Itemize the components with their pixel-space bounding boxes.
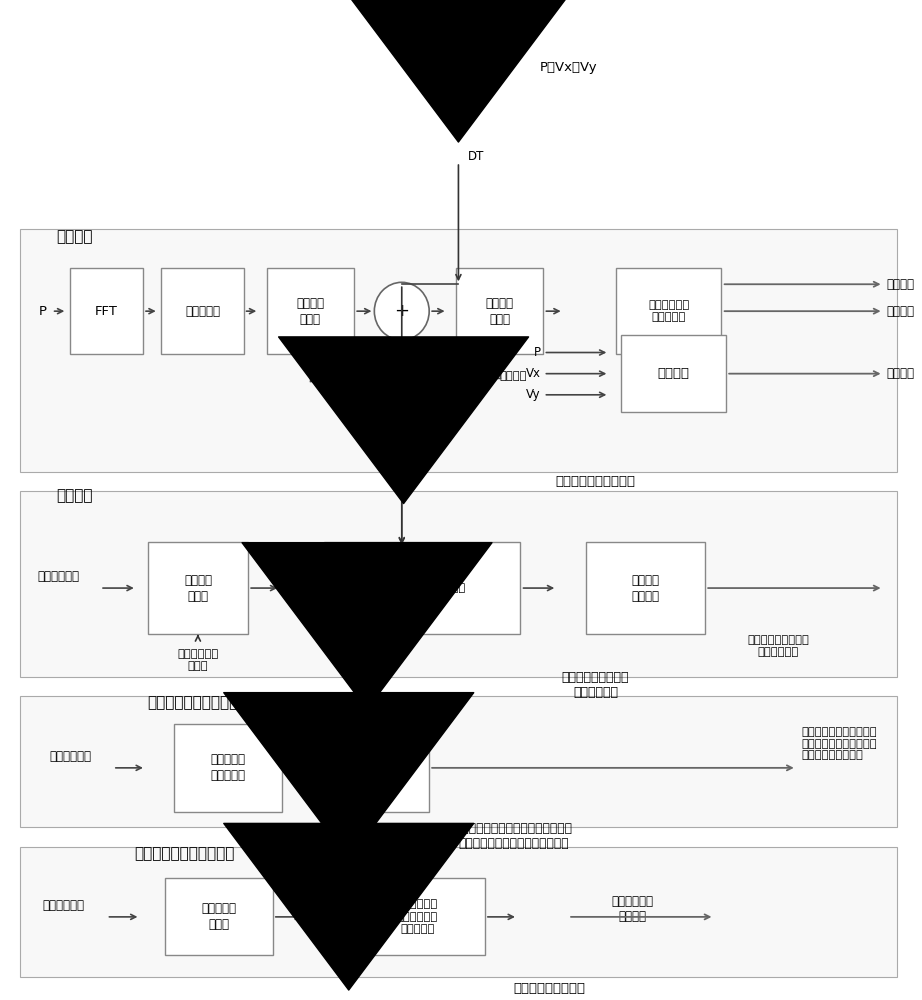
Text: 合并两线谱为
同一目标，方
位取平均值: 合并两线谱为 同一目标，方 位取平均值	[396, 899, 438, 934]
Text: 最终目标个数、方位: 最终目标个数、方位	[514, 982, 585, 995]
Text: DT: DT	[467, 150, 484, 163]
Text: 满足线谱合
并条件: 满足线谱合 并条件	[201, 902, 236, 931]
Text: 线谱提取统计
过门限线谱: 线谱提取统计 过门限线谱	[648, 300, 690, 322]
Text: 自动跟踪的线谱个数、频率、方位、
时间累计数、线谱自动跟踪标志位: 自动跟踪的线谱个数、频率、方位、 时间累计数、线谱自动跟踪标志位	[455, 822, 573, 850]
Text: 二级检测输出: 二级检测输出	[49, 750, 91, 763]
FancyBboxPatch shape	[621, 335, 726, 412]
Text: +: +	[395, 302, 409, 320]
FancyBboxPatch shape	[19, 696, 897, 827]
Text: 连续谱背
景剔除: 连续谱背 景剔除	[486, 297, 514, 326]
Text: 线谱频率: 线谱频率	[886, 305, 915, 318]
FancyBboxPatch shape	[165, 878, 273, 955]
Text: 方位估计: 方位估计	[657, 367, 690, 380]
Text: 自动跟踪输出: 自动跟踪输出	[42, 899, 85, 912]
Text: Vy: Vy	[526, 388, 540, 401]
FancyBboxPatch shape	[333, 724, 429, 812]
Text: 四级线谱合并及结果输出: 四级线谱合并及结果输出	[134, 846, 234, 861]
FancyBboxPatch shape	[161, 268, 243, 354]
FancyBboxPatch shape	[19, 847, 897, 977]
Text: 三级线谱自动跟踪过程启动: 三级线谱自动跟踪过程启动	[148, 695, 257, 710]
Text: 线谱方位: 线谱方位	[886, 367, 915, 380]
Text: 连续谱包
络提取: 连续谱包 络提取	[296, 297, 325, 326]
FancyBboxPatch shape	[19, 491, 897, 677]
Text: 启动自
动跟踪: 启动自 动跟踪	[371, 753, 391, 782]
Text: 平均周期图: 平均周期图	[185, 305, 220, 318]
Text: 线谱个数、频率、方位: 线谱个数、频率、方位	[556, 475, 635, 488]
FancyBboxPatch shape	[19, 229, 897, 472]
FancyBboxPatch shape	[267, 268, 354, 354]
Text: 线谱频率: 线谱频率	[500, 371, 527, 381]
Text: P、Vx、Vy: P、Vx、Vy	[539, 61, 597, 74]
Text: 一级检测: 一级检测	[56, 229, 93, 244]
Text: 自动跟踪的线谱个数、频
率、方位、时间累计数、
线谱自动跟踪标志位: 自动跟踪的线谱个数、频 率、方位、时间累计数、 线谱自动跟踪标志位	[801, 727, 877, 760]
Text: P: P	[534, 346, 540, 359]
Text: 二级检测: 二级检测	[56, 488, 93, 503]
Text: Vx: Vx	[526, 367, 540, 380]
Text: 上一组跟踪缓
存线谱: 上一组跟踪缓 存线谱	[177, 649, 219, 671]
FancyBboxPatch shape	[148, 542, 248, 634]
FancyBboxPatch shape	[616, 268, 721, 354]
FancyBboxPatch shape	[456, 268, 543, 354]
Text: 对线谱插
入排序: 对线谱插 入排序	[183, 574, 212, 603]
Text: 清除丢失
线谱频率: 清除丢失 线谱频率	[632, 574, 660, 603]
FancyBboxPatch shape	[586, 542, 705, 634]
Text: FFT: FFT	[95, 305, 118, 318]
Text: 线谱频率、时间累计
数、方位缓存: 线谱频率、时间累计 数、方位缓存	[561, 671, 630, 699]
Text: P: P	[39, 305, 46, 318]
Text: 线谱频率、时间累计
数、方位缓存: 线谱频率、时间累计 数、方位缓存	[748, 635, 810, 657]
Text: 一级检测输出: 一级检测输出	[37, 570, 79, 583]
FancyBboxPatch shape	[349, 878, 485, 955]
Circle shape	[374, 282, 429, 340]
Text: 线谱时间累
计数过门限: 线谱时间累 计数过门限	[210, 753, 245, 782]
Text: 动态累积线谱计数
count，时间上缓存线谱
频率、方位: 动态累积线谱计数 count，时间上缓存线谱 频率、方位	[378, 571, 466, 605]
FancyBboxPatch shape	[324, 542, 520, 634]
Text: 合并后目标个
数、方位: 合并后目标个 数、方位	[611, 895, 653, 923]
FancyBboxPatch shape	[70, 268, 143, 354]
FancyBboxPatch shape	[174, 724, 282, 812]
Text: 线谱个数: 线谱个数	[886, 278, 915, 291]
